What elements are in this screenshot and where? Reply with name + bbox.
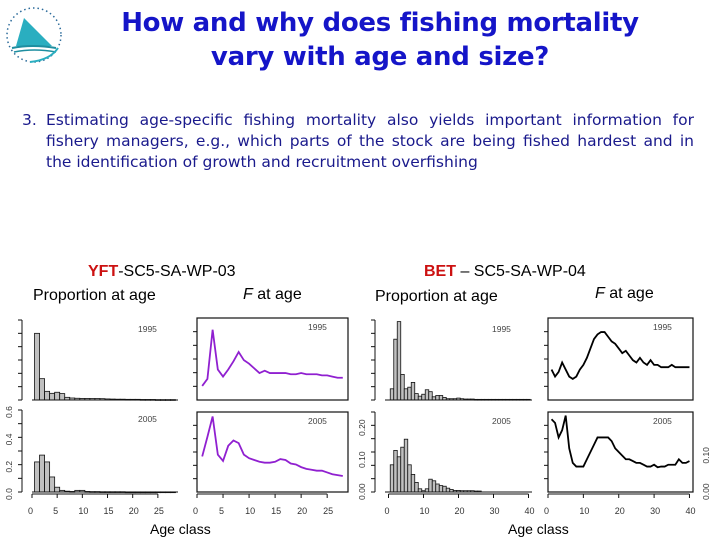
svg-text:5: 5	[53, 506, 58, 516]
slide-title: How and why does fishing mortality vary …	[80, 6, 680, 74]
point-text: Estimating age-specific fishing mortalit…	[46, 111, 694, 171]
bet-f-2005-plot: 2005 0 10 20 30 40 0.00 0.10	[544, 411, 711, 516]
svg-text:1995: 1995	[492, 324, 511, 334]
bet-left-label: Proportion at age	[375, 288, 498, 305]
bet-right-label: F at age	[595, 285, 654, 303]
svg-text:0.10: 0.10	[701, 447, 711, 464]
svg-text:20: 20	[455, 506, 465, 516]
svg-text:25: 25	[323, 506, 333, 516]
bet-species: BET	[424, 263, 456, 280]
yft-proportion-1995-plot: 1995	[18, 319, 178, 401]
bet-header: BET – SC5-SA-WP-04	[424, 263, 586, 281]
svg-text:10: 10	[78, 506, 88, 516]
svg-text:0.6: 0.6	[4, 406, 14, 418]
title-line-2: vary with age and size?	[210, 42, 550, 72]
svg-text:2005: 2005	[653, 416, 672, 426]
yft-header: YFT-SC5-SA-WP-03	[88, 263, 236, 281]
bet-proportion-2005-plot: 2005 0 10 20 30 40 0.00 0.10 0.20	[357, 411, 535, 516]
svg-text:1995: 1995	[308, 322, 327, 332]
yft-f-1995-plot: 1995	[193, 317, 349, 401]
svg-text:10: 10	[420, 506, 430, 516]
svg-text:40: 40	[525, 506, 535, 516]
yft-right-label-rest: at age	[252, 286, 302, 303]
svg-text:15: 15	[104, 506, 114, 516]
svg-text:20: 20	[615, 506, 625, 516]
svg-text:1995: 1995	[138, 324, 157, 334]
svg-text:0: 0	[385, 506, 390, 516]
svg-text:2005: 2005	[492, 416, 511, 426]
svg-text:1995: 1995	[653, 322, 672, 332]
svg-text:20: 20	[297, 506, 307, 516]
svg-text:2005: 2005	[138, 414, 157, 424]
svg-text:2005: 2005	[308, 416, 327, 426]
body-point: 3. Estimating age-specific fishing morta…	[22, 110, 694, 173]
yft-f-2005-plot: 2005 0 5 10 15 20 25	[193, 411, 349, 516]
title-line-1: How and why does fishing mortality	[121, 8, 639, 38]
svg-text:10: 10	[579, 506, 589, 516]
svg-text:15: 15	[271, 506, 281, 516]
bet-f-1995-plot: 1995	[544, 317, 694, 401]
svg-text:10: 10	[245, 506, 255, 516]
svg-text:30: 30	[650, 506, 660, 516]
yft-left-label: Proportion at age	[33, 287, 156, 304]
svg-text:0.00: 0.00	[701, 483, 711, 500]
yft-paper: -SC5-SA-WP-03	[118, 263, 236, 280]
svg-text:5: 5	[219, 506, 224, 516]
svg-text:0.2: 0.2	[4, 461, 14, 473]
svg-text:0: 0	[28, 506, 33, 516]
sailboat-logo-icon	[6, 7, 62, 63]
svg-text:0.4: 0.4	[4, 433, 14, 445]
yft-species: YFT	[88, 263, 119, 280]
svg-text:20: 20	[129, 506, 139, 516]
point-number: 3.	[22, 111, 37, 129]
yft-f-symbol: F	[243, 286, 253, 303]
svg-text:30: 30	[490, 506, 500, 516]
bet-f-symbol: F	[595, 285, 605, 302]
bet-xlabel: Age class	[508, 521, 569, 537]
svg-text:0.10: 0.10	[357, 451, 367, 468]
svg-text:0.0: 0.0	[4, 488, 14, 500]
yft-proportion-2005-plot: 2005 0 5 10 15 20 25 0.0 0.2 0.4 0.6	[4, 406, 178, 516]
svg-text:0.20: 0.20	[357, 419, 367, 436]
bet-proportion-1995-plot: 1995	[371, 319, 532, 401]
svg-text:0.00: 0.00	[357, 483, 367, 500]
yft-xlabel: Age class	[150, 521, 211, 537]
svg-text:25: 25	[154, 506, 164, 516]
svg-text:0: 0	[544, 506, 549, 516]
svg-text:40: 40	[685, 506, 695, 516]
bet-paper: – SC5-SA-WP-04	[456, 263, 586, 280]
svg-text:0: 0	[193, 506, 198, 516]
yft-right-label: F at age	[243, 286, 302, 304]
bet-right-label-rest: at age	[604, 285, 654, 302]
